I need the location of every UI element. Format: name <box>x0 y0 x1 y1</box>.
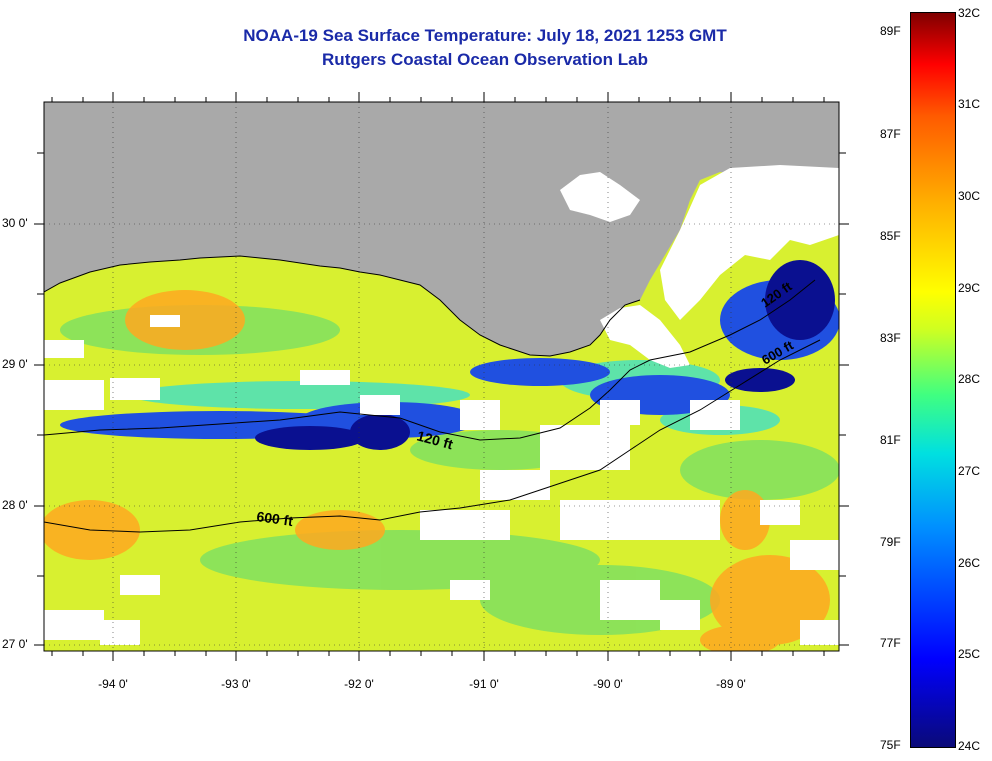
colorbar-c-25: 25C <box>958 647 981 661</box>
colorbar-c-28: 28C <box>958 372 981 386</box>
lon-label-89: -89 0' <box>716 677 746 691</box>
axis-ticks <box>34 92 849 661</box>
lon-label-92: -92 0' <box>344 677 374 691</box>
lon-label-93: -93 0' <box>221 677 251 691</box>
colorbar-f-83: 83F <box>880 331 901 345</box>
colorbar-c-31: 31C <box>958 97 981 111</box>
colorbar-f-89: 89F <box>880 24 901 38</box>
colorbar-c-26: 26C <box>958 556 981 570</box>
cloud-mask <box>44 165 839 645</box>
colorbar-f-85: 85F <box>880 229 901 243</box>
lat-label-28: 28 0' <box>2 498 28 512</box>
lon-label-90: -90 0' <box>593 677 623 691</box>
colorbar-c-24: 24C <box>958 739 981 753</box>
colorbar-c-29: 29C <box>958 281 981 295</box>
lat-label-29: 29 0' <box>2 357 28 371</box>
sst-coldest-core <box>255 260 835 450</box>
colorbar-f-81: 81F <box>880 433 901 447</box>
map-frame <box>43 101 840 652</box>
colorbar-c-30: 30C <box>958 189 981 203</box>
lon-label-91: -91 0' <box>469 677 499 691</box>
contour-120ft <box>44 279 816 441</box>
lat-label-27: 27 0' <box>2 637 28 651</box>
colorbar-c-27: 27C <box>958 464 981 478</box>
lat-label-30: 30 0' <box>2 216 28 230</box>
coastline <box>44 255 641 357</box>
colorbar-f-75: 75F <box>880 738 901 752</box>
land-mass <box>44 102 839 356</box>
colorbar-f-79: 79F <box>880 535 901 549</box>
colorbar-f-77: 77F <box>880 636 901 650</box>
temperature-colorbar <box>910 12 956 748</box>
contour-600ft <box>44 339 821 533</box>
map-subtitle: Rutgers Coastal Ocean Observation Lab <box>322 50 648 69</box>
colorbar-f-87: 87F <box>880 127 901 141</box>
lon-label-94: -94 0' <box>98 677 128 691</box>
colorbar-c-32: 32C <box>958 6 981 20</box>
contour-label-600: 600 ft <box>256 508 295 529</box>
map-title: NOAA-19 Sea Surface Temperature: July 18… <box>243 26 727 45</box>
